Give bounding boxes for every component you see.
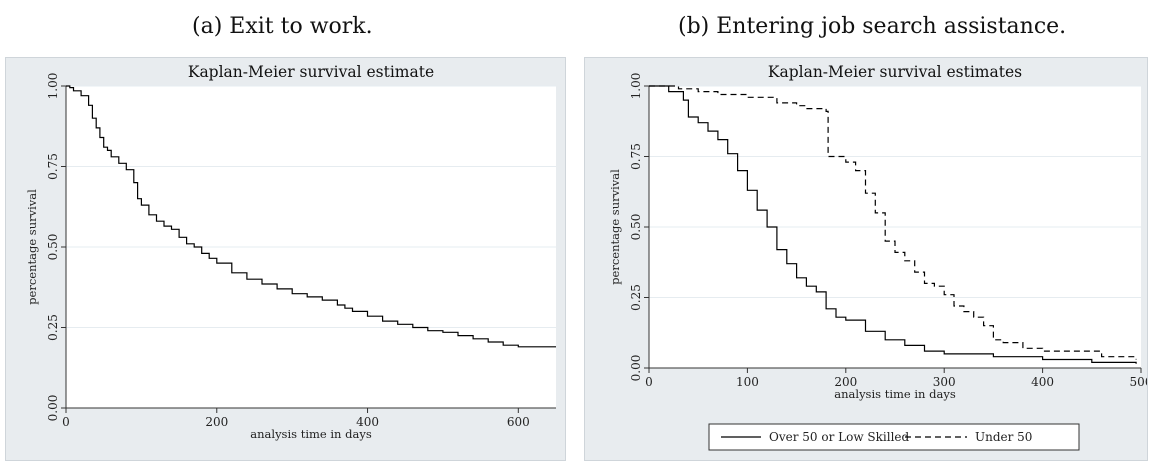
x-axis-label: analysis time in days [250, 427, 372, 441]
km-chart-left: Kaplan-Meier survival estimate 0.00 0.25 0.… [25, 63, 556, 441]
y-tick-label: 0.75 [629, 143, 643, 170]
x-tick-label: 0 [62, 415, 70, 429]
y-axis-label: percentage survival [608, 169, 622, 285]
legend-label-1: Over 50 or Low Skilled [769, 430, 910, 444]
x-tick-label: 300 [933, 375, 956, 389]
x-axis-label: analysis time in days [834, 387, 956, 401]
y-tick-label: 0.25 [46, 314, 60, 341]
x-tick-label: 100 [736, 375, 759, 389]
x-tick-label: 200 [205, 415, 228, 429]
y-tick-label: 0.50 [46, 234, 60, 261]
x-tick-label: 600 [507, 415, 530, 429]
y-tick-label: 1.00 [629, 73, 643, 100]
series-line-1 [66, 85, 556, 348]
series-line-2 [649, 85, 1137, 360]
caption-right: (b) Entering job search assistance. [678, 14, 1067, 39]
km-chart-right: Kaplan-Meier survival estimates 0.00 0.25 0… [608, 63, 1147, 451]
legend-label-2: Under 50 [975, 430, 1032, 444]
x-tick-label: 400 [1031, 375, 1054, 389]
y-tick-label: 0.25 [629, 284, 643, 311]
y-tick-label: 0.00 [46, 395, 60, 422]
y-tick-label: 0.75 [46, 153, 60, 180]
chart-title: Kaplan-Meier survival estimate [188, 63, 434, 81]
y-tick-label: 1.00 [46, 73, 60, 100]
caption-left: (a) Exit to work. [192, 14, 373, 39]
x-tick-label: 500 [1130, 375, 1147, 389]
x-tick-label: 400 [356, 415, 379, 429]
y-axis-label: percentage survival [25, 189, 39, 305]
y-tick-label: 0.50 [629, 214, 643, 241]
series-line-1 [649, 85, 1137, 364]
chart-panel-right: Kaplan-Meier survival estimates 0.00 0.25 0… [584, 57, 1148, 461]
legend-box [708, 423, 1080, 451]
y-tick-label: 0.00 [629, 355, 643, 382]
chart-panel-left: Kaplan-Meier survival estimate 0.00 0.25 0.… [5, 57, 566, 461]
x-tick-label: 200 [834, 375, 857, 389]
chart-title: Kaplan-Meier survival estimates [768, 63, 1022, 81]
x-tick-label: 0 [645, 375, 653, 389]
